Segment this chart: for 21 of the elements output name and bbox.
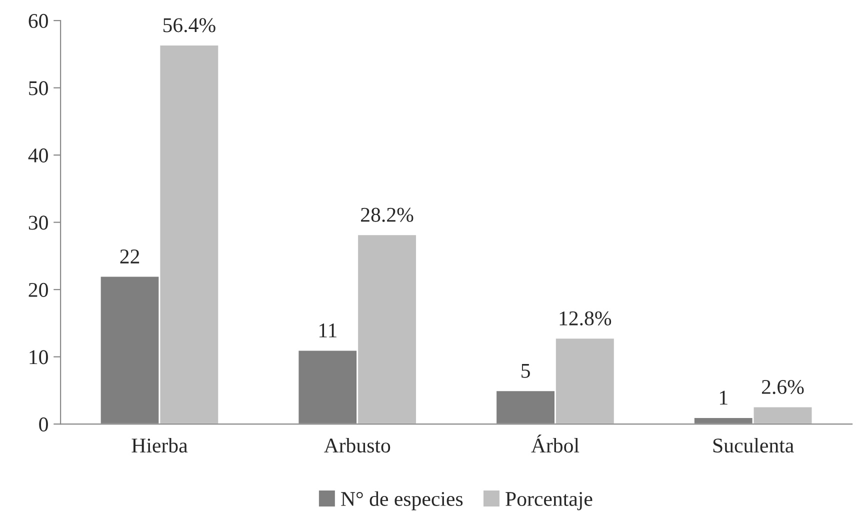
data-label: 12.8% <box>560 311 612 326</box>
y-tick-label: 40 <box>28 148 48 162</box>
y-tick-label: 50 <box>29 81 48 96</box>
y-tick-label: 30 <box>28 216 48 230</box>
y-tick-label: 60 <box>28 14 48 28</box>
data-label: 22 <box>120 250 140 264</box>
x-tick-label: Arbusto <box>324 438 390 453</box>
data-label: 5 <box>522 364 530 378</box>
x-tick-label: Suculenta <box>713 438 794 453</box>
data-label: 1 <box>720 390 728 405</box>
y-tick-label: 10 <box>30 350 48 364</box>
x-tick-label: Hierba <box>132 438 188 453</box>
legend-label: Porcentaje <box>506 492 592 510</box>
data-label: 28.2% <box>361 208 414 222</box>
data-label: 11 <box>319 324 336 338</box>
y-tick-label: 0 <box>39 417 48 432</box>
data-label: 56.4% <box>163 18 216 32</box>
data-label: 2.6% <box>762 380 804 394</box>
x-tick-label: Árbol <box>531 434 580 453</box>
y-tick-label: 20 <box>28 282 48 297</box>
legend-label: N° de especies <box>341 491 463 510</box>
